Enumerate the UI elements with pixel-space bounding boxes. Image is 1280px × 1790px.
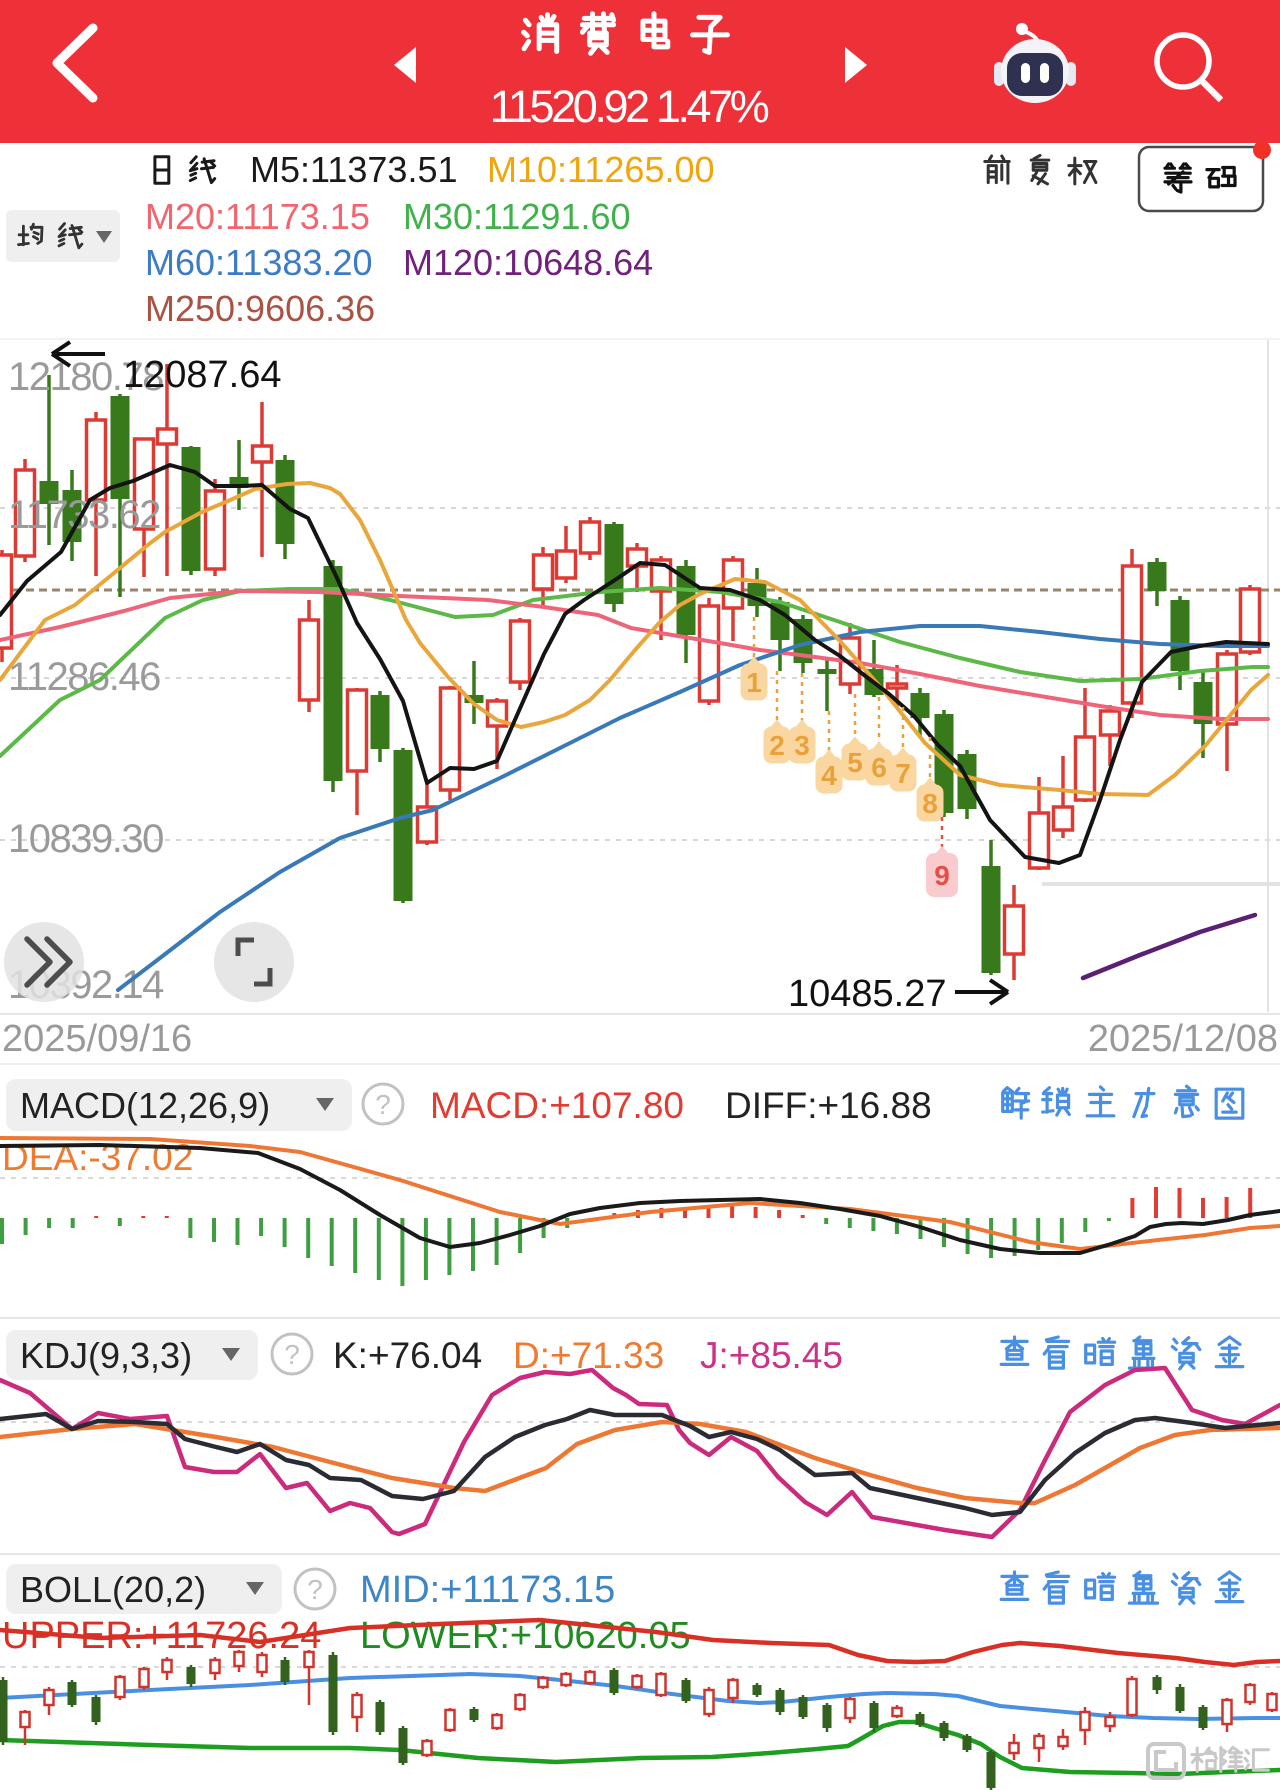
svg-text:1: 1	[746, 667, 762, 698]
svg-text:M5:11373.51: M5:11373.51	[250, 149, 458, 190]
svg-text:?: ?	[307, 1574, 323, 1605]
svg-text:J:+85.45: J:+85.45	[700, 1335, 843, 1376]
svg-text:11520.92 1.47%: 11520.92 1.47%	[490, 81, 769, 132]
svg-text:MACD:+107.80: MACD:+107.80	[430, 1085, 684, 1126]
svg-text:4: 4	[821, 760, 837, 791]
svg-text:12087.64: 12087.64	[123, 354, 282, 396]
svg-text:5: 5	[847, 747, 863, 778]
svg-text:12180.78: 12180.78	[8, 355, 163, 399]
svg-text:M30:11291.60: M30:11291.60	[403, 196, 631, 237]
svg-text:M10:11265.00: M10:11265.00	[487, 149, 715, 190]
svg-text:2025/09/16: 2025/09/16	[2, 1018, 192, 1060]
svg-text:M250:9606.36: M250:9606.36	[145, 288, 375, 329]
svg-text:7: 7	[895, 758, 911, 789]
svg-text:10839.30: 10839.30	[8, 817, 163, 861]
svg-text:?: ?	[284, 1339, 300, 1370]
svg-text:BOLL(20,2): BOLL(20,2)	[20, 1569, 206, 1610]
svg-text:9: 9	[934, 860, 950, 891]
svg-text:K:+76.04: K:+76.04	[333, 1335, 482, 1376]
svg-text:KDJ(9,3,3): KDJ(9,3,3)	[20, 1335, 192, 1376]
svg-text:M120:10648.64: M120:10648.64	[403, 242, 653, 283]
svg-text:MID:+11173.15: MID:+11173.15	[360, 1569, 615, 1611]
svg-text:11286.46: 11286.46	[8, 655, 160, 699]
svg-text:2: 2	[769, 730, 785, 761]
svg-text:MACD(12,26,9): MACD(12,26,9)	[20, 1085, 270, 1126]
svg-text:6: 6	[871, 752, 887, 783]
svg-text:M60:11383.20: M60:11383.20	[145, 242, 373, 283]
svg-text:M20:11173.15: M20:11173.15	[145, 196, 370, 237]
svg-text:8: 8	[922, 788, 938, 819]
svg-text:2025/12/08: 2025/12/08	[1088, 1018, 1278, 1060]
svg-text:DIFF:+16.88: DIFF:+16.88	[725, 1085, 932, 1126]
svg-text:10485.27: 10485.27	[788, 973, 947, 1015]
svg-text:?: ?	[375, 1089, 391, 1120]
svg-text:3: 3	[794, 730, 810, 761]
svg-text:11733.62: 11733.62	[8, 493, 160, 537]
